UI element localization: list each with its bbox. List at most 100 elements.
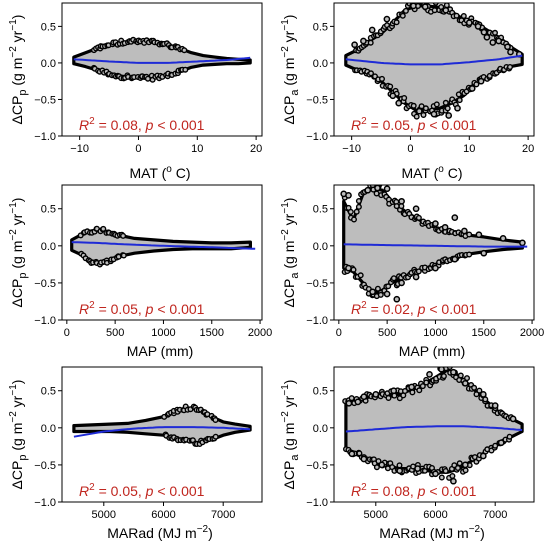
outlier-point [465, 19, 473, 27]
outlier-point [351, 41, 358, 49]
outlier-point [374, 185, 381, 192]
x-tick-label: 0 [336, 327, 342, 339]
y-tick-label: 0.0 [313, 423, 328, 435]
trend-line [73, 426, 251, 438]
outlier-point [345, 264, 352, 272]
edge-point [377, 291, 384, 298]
edge-point [182, 66, 189, 73]
outlier-point [483, 33, 491, 41]
edge-point [476, 387, 483, 394]
edge-point [457, 372, 464, 379]
y-tick-label: 0.5 [41, 21, 56, 33]
edge-point [212, 433, 219, 440]
edge-point [374, 285, 381, 292]
outlier-point [479, 391, 487, 398]
edge-point [385, 283, 392, 290]
edge-point [456, 97, 463, 104]
x-tick-label: 7000 [483, 509, 507, 521]
y-tick-label: −0.5 [34, 460, 56, 472]
outlier-point [368, 26, 376, 34]
outlier-point [442, 6, 450, 14]
edge-point [379, 75, 386, 82]
edge-point [212, 417, 219, 424]
plot-frame [333, 2, 535, 137]
edge-point [401, 94, 408, 101]
outlier-point [451, 214, 459, 221]
outlier-point [461, 461, 469, 469]
edge-point [410, 102, 417, 109]
cloud-envelope [342, 186, 524, 296]
y-tick-label: 0.5 [313, 386, 328, 398]
edge-point [431, 3, 436, 4]
outlier-point [441, 223, 449, 231]
edge-point [375, 458, 382, 465]
edge-point [454, 465, 461, 472]
edge-point [442, 99, 449, 106]
panel-f: −1.0 −0.5 0.0 0.5 5000 6000 7000 MARad (MJ m−2)… [280, 366, 535, 541]
edge-point [373, 464, 380, 471]
x-tick-label: 6000 [151, 509, 175, 521]
outlier-point [495, 37, 503, 45]
edge-point [462, 467, 469, 474]
outlier-point [468, 85, 476, 92]
outlier-point [345, 399, 353, 407]
y-tick-label: 0.5 [313, 204, 328, 216]
outlier-point [354, 398, 362, 406]
x-axis-label: MARad (MJ m−2) [379, 524, 485, 541]
x-axis-label: MAP (mm) [127, 343, 194, 359]
edge-point [432, 3, 439, 6]
trend-line [345, 54, 523, 66]
edge-point [416, 387, 423, 394]
edge-point [393, 19, 400, 26]
edge-point [438, 474, 445, 481]
y-axis-label: ΔCPa (g m−2 yr−1) [280, 15, 301, 125]
outlier-point [389, 92, 397, 100]
outlier-point [372, 391, 380, 398]
outlier-point [479, 452, 487, 460]
outlier-point [414, 465, 421, 472]
x-tick-label: 1500 [200, 327, 224, 339]
outlier-point [489, 39, 497, 46]
outlier-point [450, 368, 457, 376]
plot-frame [61, 366, 263, 503]
panel-b: −1.0 −0.5 0.0 0.5 −10 0 10 20 MAT (o C) ΔCPa (g m… [280, 2, 535, 181]
edge-point [473, 391, 480, 398]
edge-point [409, 389, 416, 396]
x-axis-label: MARad (MJ m−2) [107, 524, 213, 541]
panel-c: −1.0 −0.5 0.0 0.5 0 500 1000 1500 2000 MAP (mm) ΔC… [8, 184, 272, 359]
x-tick-label: 0 [64, 327, 70, 339]
trend-line [71, 241, 256, 250]
x-tick-label: −10 [342, 143, 361, 155]
outlier-point [412, 205, 420, 213]
edge-point [120, 252, 127, 259]
y-tick-label: 0.5 [41, 204, 56, 216]
outlier-point [432, 220, 439, 227]
edge-point [507, 63, 514, 70]
x-tick-label: 10 [191, 143, 203, 155]
outlier-point [497, 439, 505, 447]
x-tick-label: 2000 [248, 327, 272, 339]
data-cloud [72, 403, 252, 448]
outlier-point [364, 186, 372, 194]
edge-point [443, 3, 450, 9]
y-axis-label: ΔCPp (g m−2 yr−1) [8, 15, 29, 125]
outlier-point [360, 37, 367, 45]
y-tick-label: −0.5 [34, 94, 56, 106]
edge-point [348, 395, 355, 402]
edge-point [466, 251, 473, 258]
outlier-point [509, 415, 517, 423]
edge-point [422, 105, 429, 112]
outlier-point [450, 477, 457, 485]
outlier-point [461, 227, 468, 235]
edge-point [464, 375, 471, 382]
x-tick-label: 1000 [151, 327, 175, 339]
edge-point [181, 47, 188, 54]
edge-point [367, 39, 374, 46]
y-axis-label: ΔCPp (g m−2 yr−1) [8, 380, 29, 490]
r2-annotation: R2 = 0.05, p < 0.001 [79, 300, 205, 317]
edge-point [357, 272, 364, 279]
outlier-point [383, 185, 391, 193]
outlier-point [393, 295, 401, 303]
edge-point [355, 203, 362, 210]
y-axis-label: ΔCPp (g m−2 yr−1) [8, 198, 29, 308]
